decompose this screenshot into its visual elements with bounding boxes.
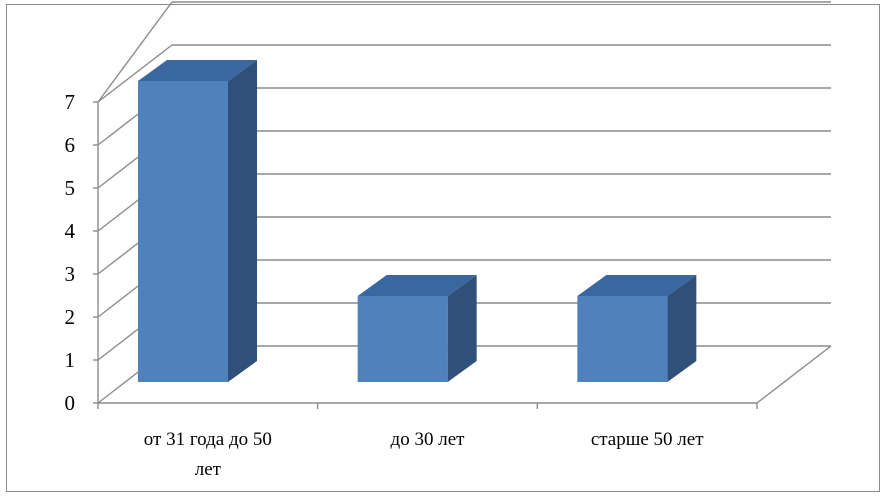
side-gridline	[97, 1, 173, 103]
bar	[577, 275, 697, 382]
x-category-label-line: лет	[195, 459, 222, 480]
side-gridline	[97, 44, 173, 103]
x-category-label: старше 50 лет	[591, 429, 704, 450]
y-tick-label: 1	[65, 348, 76, 372]
bar	[357, 275, 477, 382]
x-category-label: до 30 лет	[391, 429, 466, 450]
y-tick-label: 5	[65, 176, 76, 200]
bar-front-face	[577, 296, 668, 382]
bar-side-face	[228, 60, 257, 382]
y-tick-label: 3	[65, 262, 76, 286]
bar	[138, 60, 257, 382]
axes	[93, 101, 832, 409]
y-tick-label: 6	[65, 133, 76, 157]
x-category-label: от 31 года до 50 лет	[144, 429, 272, 480]
bar-top-face	[138, 60, 257, 81]
y-tick-label: 2	[65, 305, 76, 329]
bar-top-face	[577, 275, 697, 296]
bar-side-face	[447, 275, 477, 382]
x-category-label-line: до 30 лет	[391, 429, 466, 450]
labels: 0 1 2 3 4 5 6 7 от 31 года до 50 лет до 30 лет стар…	[65, 90, 705, 480]
x-category-label-line: от 31 года до 50	[144, 429, 272, 450]
y-tick-label: 7	[65, 90, 76, 114]
bar-front-face	[138, 81, 228, 382]
bar-top-face	[357, 275, 477, 296]
bar-side-face	[667, 275, 697, 382]
floor-right-edge	[756, 345, 832, 404]
y-tick-label: 0	[65, 391, 76, 415]
bar-front-face	[357, 296, 448, 382]
x-category-label-line: старше 50 лет	[591, 429, 704, 450]
bars	[138, 60, 697, 382]
y-tick-label: 4	[65, 219, 76, 243]
